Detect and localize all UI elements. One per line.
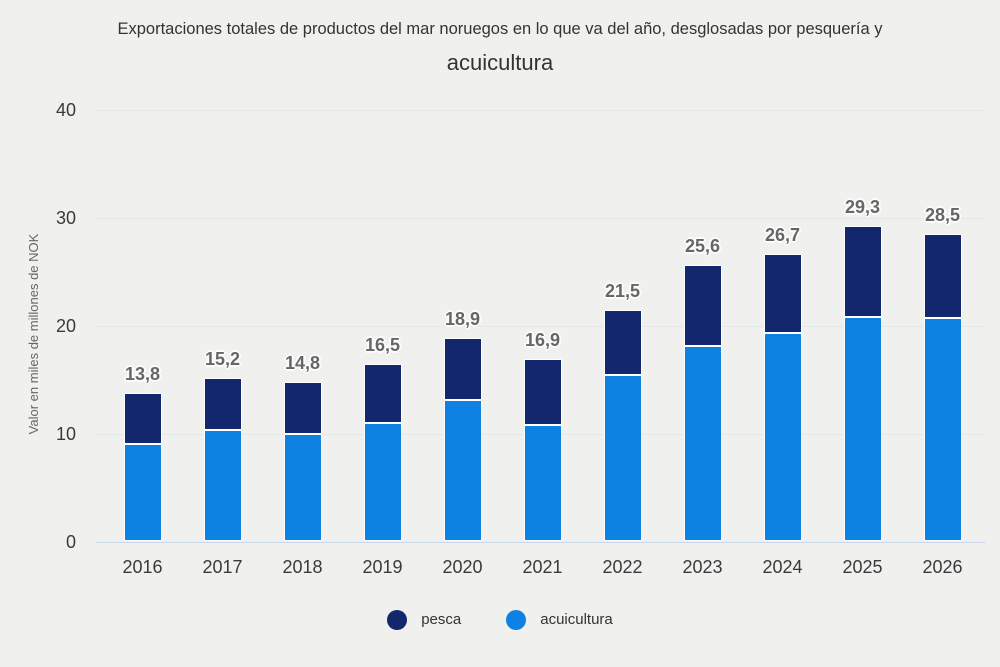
bar-segment-pesca-2016[interactable] (123, 392, 162, 445)
bar-segment-acuicultura-2025[interactable] (843, 317, 882, 542)
y-tick-label-10: 10 (55, 423, 76, 444)
bar-segment-acuicultura-2019[interactable] (363, 422, 402, 542)
bar-total-label-2017: 15,2 (204, 348, 241, 369)
x-tick-label-2019: 2019 (362, 557, 403, 577)
x-tick-label-2017: 2017 (202, 557, 243, 577)
gridline-20 (96, 326, 985, 327)
x-tick-label-2021: 2021 (522, 557, 563, 577)
legend: pesca acuicultura (0, 608, 1000, 632)
bar-total-label-2016: 13,8 (124, 363, 161, 384)
x-tick-label-2018: 2018 (282, 557, 323, 577)
x-tick-label-2026: 2026 (922, 557, 963, 577)
bar-segment-acuicultura-2018[interactable] (283, 433, 322, 542)
bar-segment-acuicultura-2021[interactable] (523, 425, 562, 542)
y-tick-label-20: 20 (55, 315, 76, 336)
x-tick-label-2016: 2016 (122, 557, 163, 577)
legend-marker-pesca (387, 610, 408, 630)
bar-total-label-2019: 16,5 (364, 334, 401, 355)
bar-total-label-2022: 21,5 (604, 280, 641, 301)
x-tick-label-2022: 2022 (602, 557, 643, 577)
bar-segment-pesca-2023[interactable] (683, 265, 722, 347)
bar-segment-acuicultura-2022[interactable] (603, 375, 642, 542)
x-axis-line (96, 541, 985, 543)
bar-segment-acuicultura-2024[interactable] (763, 333, 802, 542)
bar-segment-pesca-2018[interactable] (283, 381, 322, 434)
legend-label-pesca: pesca (421, 611, 462, 628)
bar-total-label-2023: 25,6 (684, 236, 721, 257)
bar-segment-pesca-2017[interactable] (203, 377, 242, 431)
bar-segment-acuicultura-2023[interactable] (683, 346, 722, 542)
x-tick-label-2025: 2025 (842, 557, 883, 577)
bar-segment-acuicultura-2026[interactable] (923, 318, 962, 542)
bar-total-label-2026: 28,5 (924, 205, 961, 226)
bar-segment-acuicultura-2016[interactable] (123, 444, 162, 542)
x-tick-label-2020: 2020 (442, 557, 483, 577)
bar-segment-pesca-2021[interactable] (523, 359, 562, 426)
bar-segment-pesca-2022[interactable] (603, 309, 642, 376)
legend-item-pesca[interactable]: pesca (387, 610, 461, 630)
gridline-30 (96, 218, 985, 219)
bar-total-label-2024: 26,7 (764, 224, 801, 245)
bar-segment-pesca-2026[interactable] (923, 234, 962, 319)
x-tick-label-2023: 2023 (682, 557, 723, 577)
bar-total-label-2018: 14,8 (284, 352, 321, 373)
y-tick-label-40: 40 (55, 100, 76, 121)
x-tick-label-2024: 2024 (762, 557, 803, 577)
bar-total-label-2025: 29,3 (844, 196, 881, 217)
bar-segment-pesca-2020[interactable] (443, 337, 482, 401)
legend-marker-acuicultura (506, 610, 527, 630)
y-tick-label-0: 0 (65, 531, 76, 552)
legend-label-acuicultura: acuicultura (540, 611, 613, 628)
bar-segment-pesca-2019[interactable] (363, 363, 402, 423)
bar-segment-pesca-2024[interactable] (763, 253, 802, 334)
bar-segment-acuicultura-2017[interactable] (203, 430, 242, 542)
y-tick-label-30: 30 (55, 208, 76, 229)
bar-segment-acuicultura-2020[interactable] (443, 400, 482, 542)
gridline-40 (96, 110, 985, 111)
bar-total-label-2020: 18,9 (444, 308, 481, 329)
bar-total-label-2021: 16,9 (524, 330, 561, 351)
legend-item-acuicultura[interactable]: acuicultura (506, 610, 613, 630)
chart-title-line2: acuicultura (446, 50, 554, 75)
chart-title-line1: Exportaciones totales de productos del m… (117, 20, 883, 38)
bar-segment-pesca-2025[interactable] (843, 225, 882, 318)
